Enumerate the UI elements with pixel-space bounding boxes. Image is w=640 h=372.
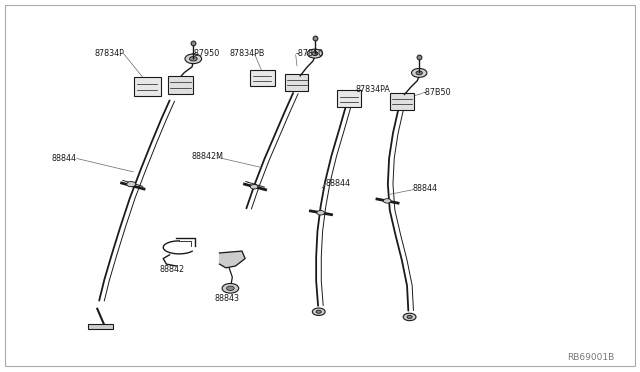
Circle shape	[383, 199, 391, 203]
Text: 87834PA: 87834PA	[355, 85, 390, 94]
Circle shape	[127, 182, 136, 187]
Text: 87834P: 87834P	[95, 49, 125, 58]
Text: -87B50: -87B50	[422, 88, 451, 97]
Circle shape	[317, 211, 324, 215]
Text: 87834PB: 87834PB	[229, 49, 264, 58]
Text: 88843: 88843	[214, 294, 239, 303]
Text: 88844: 88844	[413, 185, 438, 193]
Circle shape	[312, 52, 318, 55]
Circle shape	[189, 57, 197, 61]
Text: -87850: -87850	[296, 49, 324, 58]
Polygon shape	[285, 74, 308, 91]
Polygon shape	[88, 324, 113, 329]
Circle shape	[412, 68, 427, 77]
Circle shape	[307, 49, 323, 58]
Text: 88842: 88842	[160, 265, 185, 274]
Polygon shape	[337, 90, 361, 107]
Circle shape	[407, 315, 412, 318]
Polygon shape	[168, 76, 193, 94]
Polygon shape	[220, 251, 245, 268]
Circle shape	[222, 283, 239, 293]
Circle shape	[403, 313, 416, 321]
Polygon shape	[134, 77, 161, 96]
Text: 88842M: 88842M	[192, 153, 224, 161]
Text: -87950: -87950	[192, 49, 220, 58]
Polygon shape	[250, 70, 275, 86]
Circle shape	[312, 308, 325, 315]
Circle shape	[250, 185, 258, 189]
Text: 88844: 88844	[51, 154, 76, 163]
Circle shape	[416, 71, 422, 75]
Circle shape	[185, 54, 202, 64]
Polygon shape	[390, 93, 414, 109]
Text: 88844: 88844	[325, 179, 350, 187]
Text: RB69001B: RB69001B	[567, 353, 614, 362]
Circle shape	[316, 310, 321, 313]
Circle shape	[227, 286, 234, 291]
